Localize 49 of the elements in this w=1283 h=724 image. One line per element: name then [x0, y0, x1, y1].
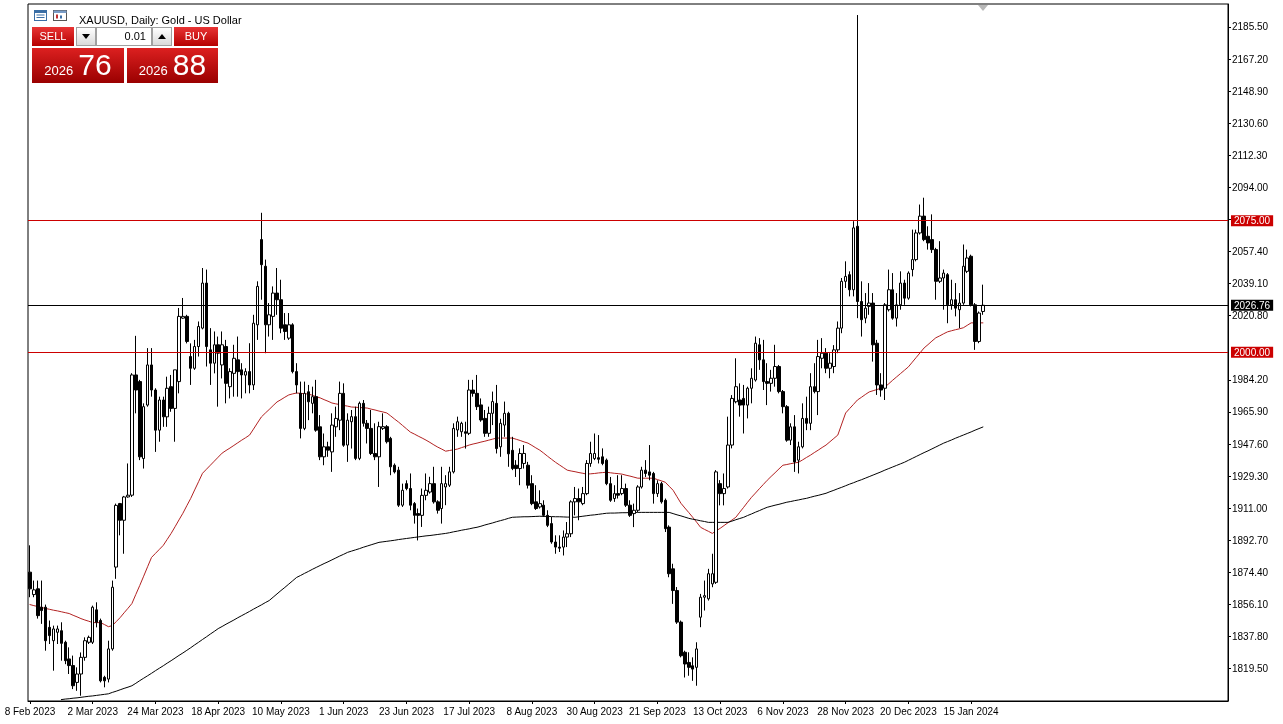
- x-tick-label: 18 Apr 2023: [191, 705, 246, 717]
- y-tick-label: 1819.50: [1232, 663, 1269, 675]
- x-tick-label: 1 Jun 2023: [318, 705, 369, 717]
- x-tick-label: 30 Aug 2023: [566, 705, 624, 717]
- x-tick-label: 20 Dec 2023: [880, 705, 938, 717]
- annotation: 2026 88: [138, 48, 207, 83]
- y-tick-label: 2020.80: [1232, 310, 1269, 322]
- y-tick-label: 1984.20: [1232, 374, 1269, 386]
- y-tick-label: 1874.40: [1232, 566, 1269, 578]
- x-tick-label: 13 Oct 2023: [692, 705, 748, 717]
- price-box: 2026 76: [32, 48, 124, 83]
- annotation: BUY: [184, 30, 208, 42]
- x-tick-label: 6 Nov 2023: [757, 705, 809, 717]
- x-tick-label: 21 Sep 2023: [629, 705, 687, 717]
- x-tick-label: 8 Aug 2023: [506, 705, 558, 717]
- x-tick-label: 8 Feb 2023: [4, 705, 56, 717]
- y-tick-label: 1911.00: [1232, 502, 1268, 514]
- y-tick-label: 2057.40: [1232, 246, 1269, 258]
- x-tick-label: 17 Jul 2023: [443, 705, 496, 717]
- x-tick-label: 23 Jun 2023: [378, 705, 435, 717]
- y-tick-label: 1837.80: [1232, 630, 1269, 642]
- lot-field: 0.01: [96, 27, 152, 46]
- ref-line-label: 2000.00: [1234, 346, 1271, 358]
- y-tick-label: 2130.60: [1232, 117, 1269, 129]
- y-tick-label: 2094.00: [1232, 181, 1269, 193]
- y-tick-label: 1947.60: [1232, 438, 1269, 450]
- y-tick-label: 2148.90: [1232, 85, 1269, 97]
- y-tick-label: 1856.10: [1232, 598, 1269, 610]
- price-box: 2026 88: [127, 48, 218, 83]
- y-tick-label: 2039.10: [1232, 278, 1269, 290]
- x-tick-label: 2 Mar 2023: [67, 705, 119, 717]
- y-tick-label: 1892.70: [1232, 534, 1269, 546]
- y-tick-label: 2112.30: [1232, 149, 1268, 161]
- y-tick-label: 2185.50: [1232, 21, 1269, 33]
- x-tick-label: 15 Jan 2024: [943, 705, 1000, 717]
- text: XAUUSD, Daily: Gold - US Dollar: [79, 13, 242, 26]
- buy-button: BUY: [174, 27, 218, 46]
- ref-line-label: 2026.76: [1234, 299, 1271, 311]
- y-tick-label: 1929.30: [1232, 470, 1269, 482]
- annotation: 2026 76: [44, 48, 112, 83]
- x-tick-label: 24 Mar 2023: [127, 705, 184, 717]
- x-tick-label: 28 Nov 2023: [817, 705, 875, 717]
- annotation: SELL: [39, 30, 67, 42]
- ref-line-label: 2075.00: [1234, 215, 1271, 227]
- annotation: 0.01: [124, 30, 146, 42]
- y-tick-label: 2167.20: [1232, 53, 1269, 65]
- sell-button: SELL: [32, 27, 74, 46]
- y-tick-label: 1965.90: [1232, 406, 1269, 418]
- x-tick-label: 10 May 2023: [252, 705, 311, 717]
